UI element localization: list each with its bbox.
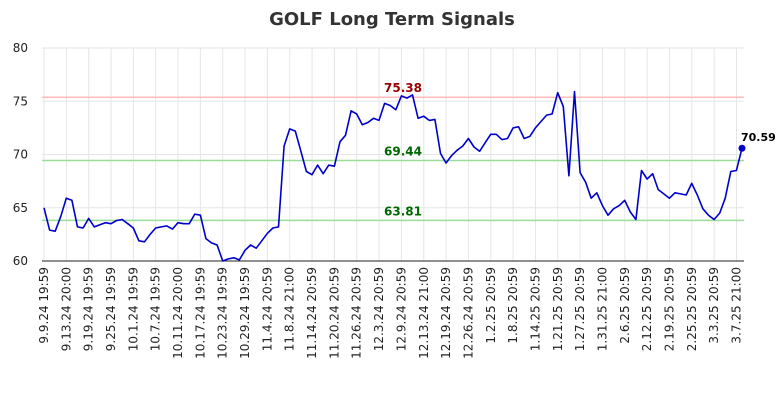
y-tick-label: 70 bbox=[13, 148, 28, 162]
x-tick-label: 12.19.24 20:59 bbox=[439, 267, 453, 359]
x-tick-label: 11.26.24 20:59 bbox=[350, 267, 364, 359]
y-tick-label: 80 bbox=[13, 41, 28, 55]
last-point-marker bbox=[738, 144, 746, 152]
x-tick-label: 11.14.24 20:59 bbox=[305, 267, 319, 359]
reference-line-label: 69.44 bbox=[384, 144, 422, 158]
x-tick-label: 10.7.24 19:59 bbox=[149, 267, 163, 351]
chart-title: GOLF Long Term Signals bbox=[269, 9, 515, 30]
x-tick-label: 10.29.24 19:59 bbox=[238, 267, 252, 359]
x-tick-label: 12.3.24 20:59 bbox=[372, 267, 386, 351]
x-tick-label: 10.17.24 19:59 bbox=[193, 267, 207, 359]
x-tick-label: 1.31.25 21:00 bbox=[595, 267, 609, 351]
x-tick-label: 9.19.24 19:59 bbox=[82, 267, 96, 351]
reference-line-label: 63.81 bbox=[384, 204, 422, 218]
x-tick-label: 10.11.24 20:00 bbox=[171, 267, 185, 359]
x-tick-label: 12.13.24 21:00 bbox=[417, 267, 431, 359]
x-tick-label: 12.9.24 20:59 bbox=[394, 267, 408, 351]
x-tick-label: 2.19.25 20:59 bbox=[662, 267, 676, 351]
x-tick-label: 1.21.25 20:59 bbox=[551, 267, 565, 351]
x-tick-label: 11.20.24 20:59 bbox=[327, 267, 341, 359]
y-tick-label: 60 bbox=[13, 254, 28, 268]
y-tick-label: 75 bbox=[13, 94, 28, 108]
labels: 75.38 69.44 63.81 70.59 bbox=[384, 81, 776, 218]
grid bbox=[42, 47, 744, 262]
series-line bbox=[43, 90, 743, 262]
series-layer bbox=[43, 90, 746, 262]
x-tick-label: 9.13.24 20:00 bbox=[59, 267, 73, 351]
y-tick-label: 65 bbox=[13, 201, 28, 215]
last-value-label: 70.59 bbox=[741, 131, 776, 144]
x-tick-label: 3.3.25 20:59 bbox=[707, 267, 721, 344]
x-tick-label: 2.12.25 20:59 bbox=[640, 267, 654, 351]
x-tick-label: 11.4.24 20:59 bbox=[260, 267, 274, 351]
x-tick-label: 3.7.25 21:00 bbox=[730, 267, 744, 344]
x-tick-label: 1.27.25 20:59 bbox=[573, 267, 587, 351]
reference-lines bbox=[42, 96, 744, 222]
x-tick-label: 2.6.25 20:59 bbox=[618, 267, 632, 344]
x-tick-label: 11.8.24 21:00 bbox=[283, 267, 297, 351]
axes: 60 65 70 75 80 9.9.24 19:59 9.13.24 20:00 9.19.… bbox=[13, 41, 744, 359]
x-tick-label: 9.9.24 19:59 bbox=[37, 267, 51, 344]
x-tick-label: 10.23.24 19:59 bbox=[216, 267, 230, 359]
x-tick-label: 1.8.25 20:59 bbox=[506, 267, 520, 344]
x-tick-label: 9.25.24 19:59 bbox=[104, 267, 118, 351]
x-tick-label: 1.14.25 20:59 bbox=[528, 267, 542, 351]
x-tick-label: 10.1.24 19:59 bbox=[126, 267, 140, 351]
x-tick-label: 1.2.25 20:59 bbox=[484, 267, 498, 344]
x-tick-label: 2.25.25 20:59 bbox=[685, 267, 699, 351]
reference-line-label: 75.38 bbox=[384, 81, 422, 95]
x-tick-label: 12.26.24 20:59 bbox=[461, 267, 475, 359]
